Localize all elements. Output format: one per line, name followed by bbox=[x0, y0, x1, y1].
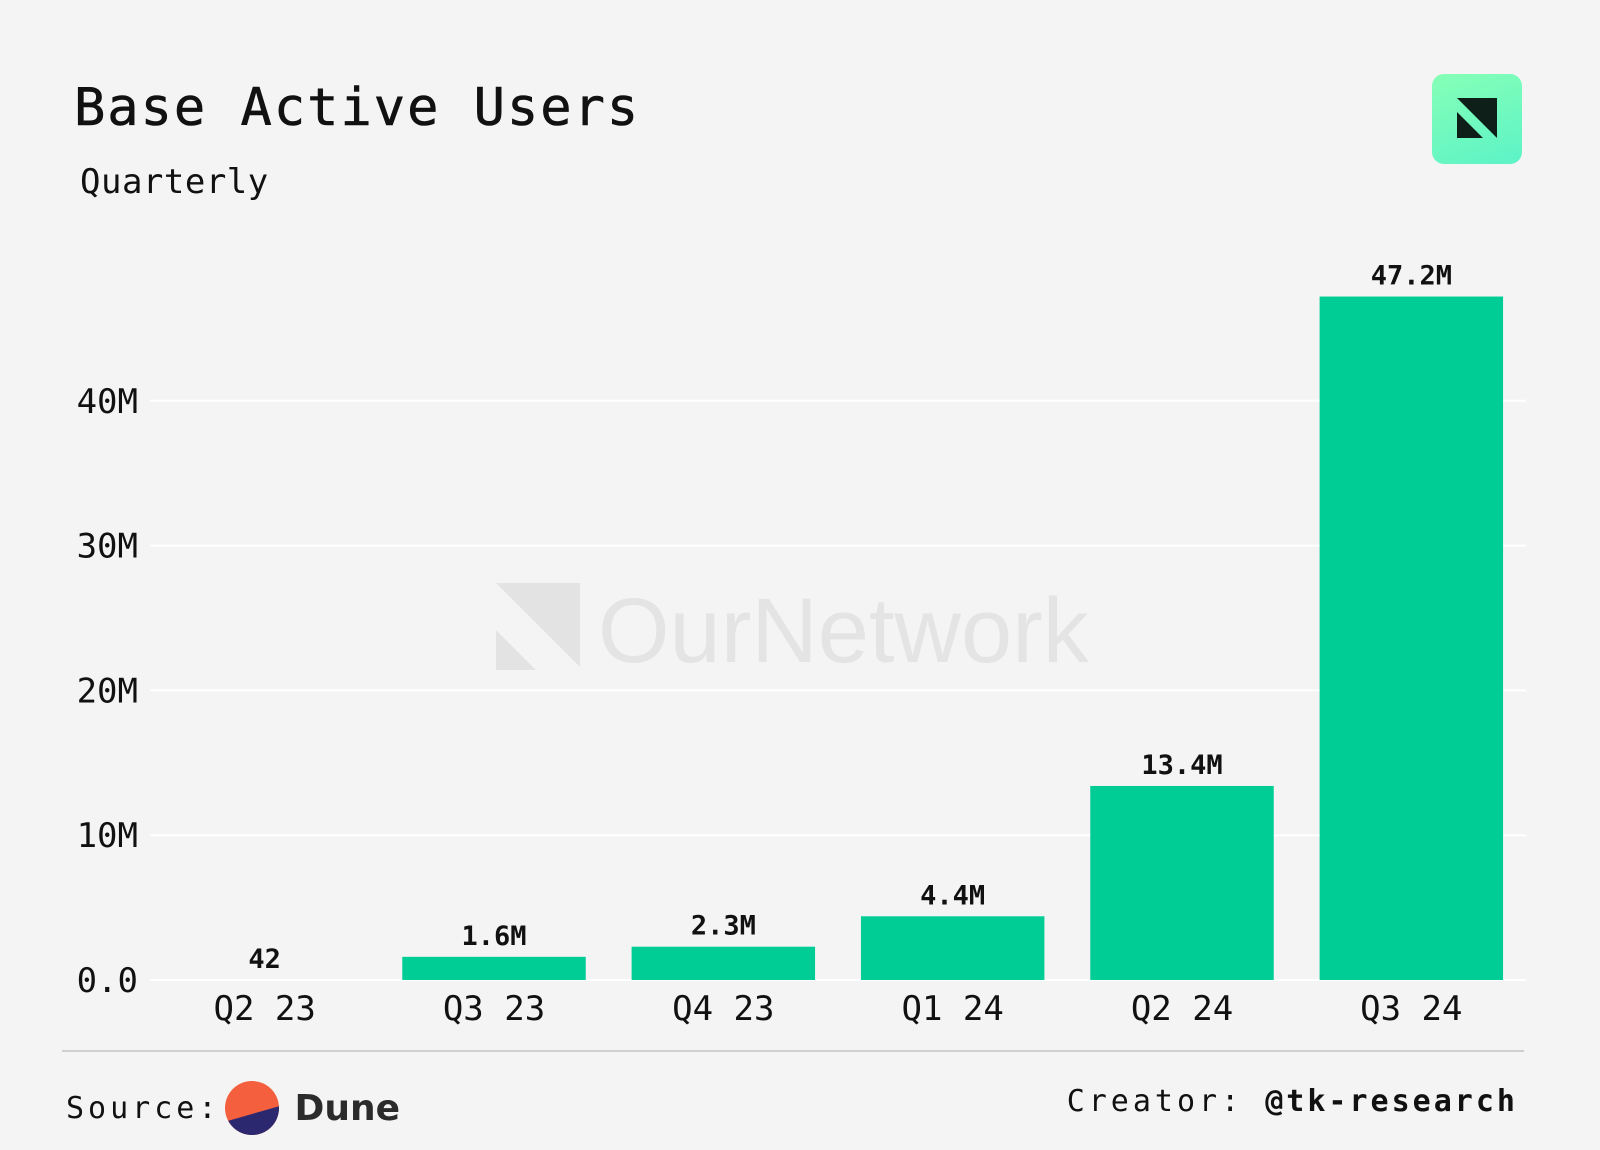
bars bbox=[172, 296, 1504, 980]
data-label: 47.2M bbox=[1371, 261, 1452, 292]
data-label: 42 bbox=[248, 944, 281, 975]
y-tick-label: 10M bbox=[77, 816, 138, 856]
watermark-text: OurNetwork bbox=[598, 580, 1090, 682]
data-label: 13.4M bbox=[1141, 750, 1222, 781]
bar-chart: OurNetwork 0.0 10M 20M 30M 40M 42 1.6M 2.3M 4.4… bbox=[77, 261, 1526, 1029]
data-label: 2.3M bbox=[691, 911, 756, 942]
chart-title: Base Active Users bbox=[74, 78, 641, 139]
y-tick-label: 30M bbox=[77, 527, 138, 567]
x-tick-label: Q3 24 bbox=[1360, 989, 1462, 1029]
creator-label: Creator: bbox=[1066, 1084, 1244, 1119]
chart-subtitle: Quarterly bbox=[80, 162, 269, 202]
grid-lines bbox=[150, 399, 1526, 981]
creator-attribution: Creator: @tk-research bbox=[1067, 1084, 1518, 1119]
x-tick-label: Q1 24 bbox=[901, 989, 1003, 1029]
ournetwork-watermark-icon bbox=[496, 583, 580, 670]
ournetwork-logo-icon bbox=[1432, 74, 1522, 164]
data-labels: 42 1.6M 2.3M 4.4M 13.4M 47.2M bbox=[248, 261, 1452, 975]
data-label: 1.6M bbox=[461, 921, 526, 952]
ournetwork-watermark: OurNetwork bbox=[496, 580, 1090, 682]
source-label: Source: bbox=[66, 1090, 221, 1126]
dune-logo-icon bbox=[225, 1081, 280, 1135]
y-axis-ticks: 0.0 10M 20M 30M 40M bbox=[77, 382, 138, 1001]
x-tick-label: Q2 23 bbox=[213, 989, 315, 1029]
data-label: 4.4M bbox=[920, 880, 985, 911]
x-axis-ticks: Q2 23 Q3 23 Q4 23 Q1 24 Q2 24 Q3 24 bbox=[213, 989, 1462, 1029]
source-attribution: Source: Dune bbox=[66, 1080, 400, 1136]
y-tick-label: 40M bbox=[77, 382, 138, 422]
source-name: Dune bbox=[294, 1087, 400, 1129]
y-tick-label: 20M bbox=[77, 671, 138, 711]
bar bbox=[1319, 296, 1504, 980]
bar bbox=[631, 946, 816, 980]
x-tick-label: Q2 24 bbox=[1131, 989, 1233, 1029]
x-tick-label: Q4 23 bbox=[672, 989, 774, 1029]
footer-divider bbox=[62, 1050, 1524, 1052]
bar bbox=[1090, 785, 1274, 980]
x-tick-label: Q3 23 bbox=[443, 989, 545, 1029]
bar bbox=[860, 916, 1045, 980]
bar bbox=[402, 956, 586, 980]
creator-handle: @tk-research bbox=[1265, 1084, 1518, 1119]
y-tick-label: 0.0 bbox=[77, 961, 138, 1001]
